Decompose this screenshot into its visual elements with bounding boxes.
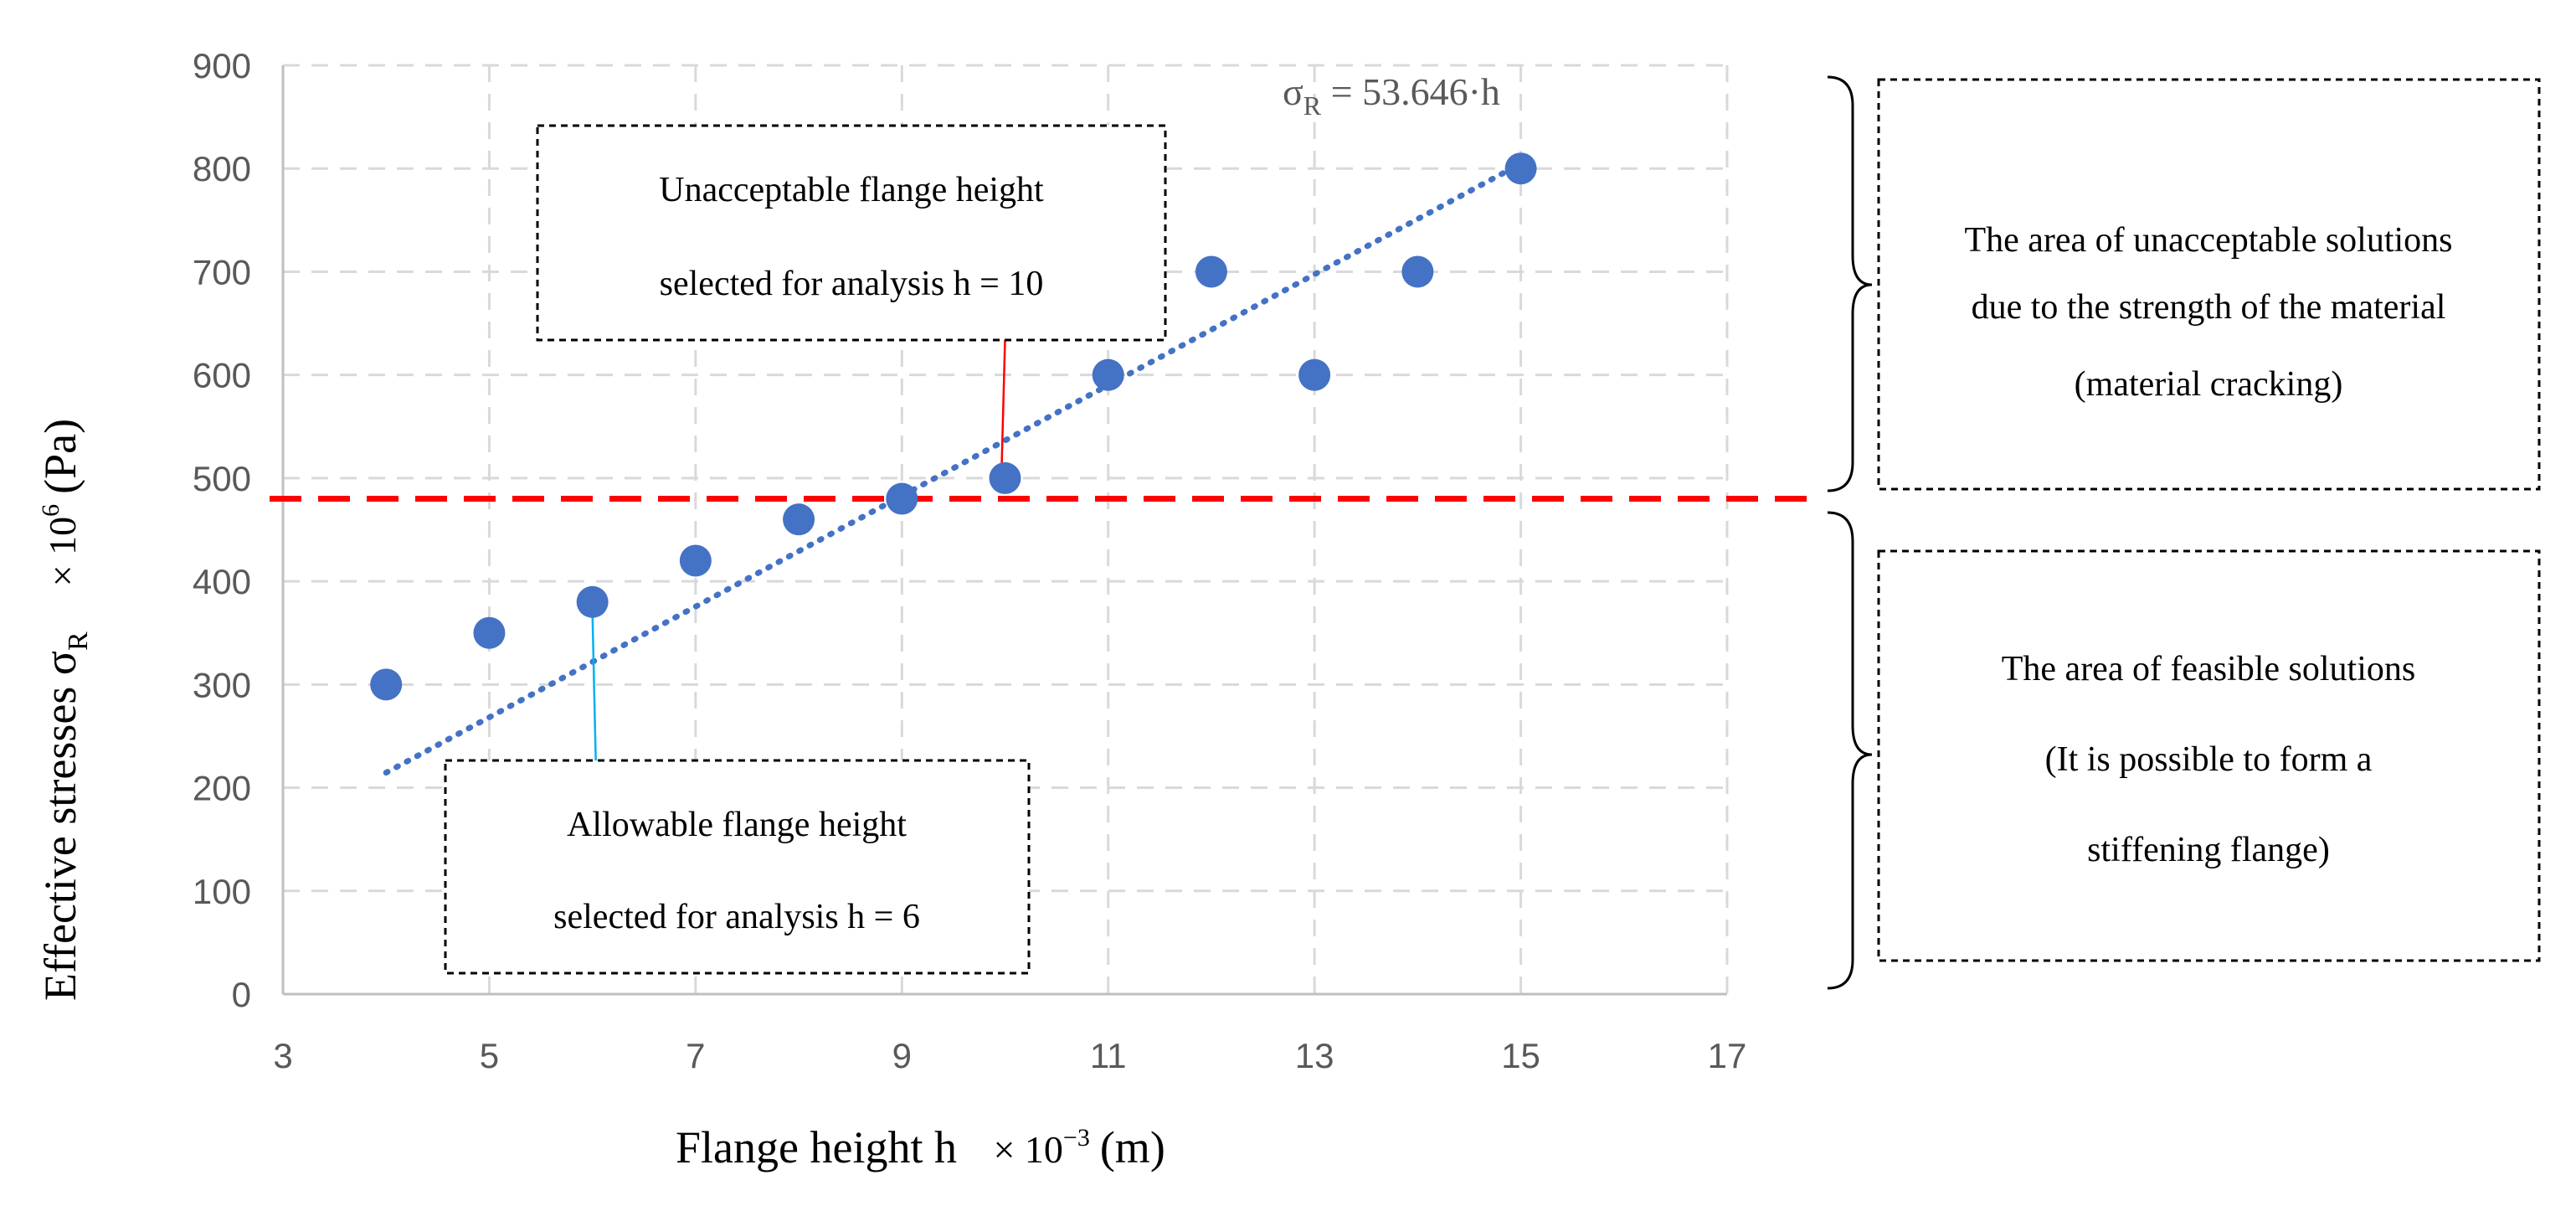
data-points [370, 152, 1537, 701]
data-point [1401, 255, 1434, 288]
data-point [1298, 358, 1331, 391]
data-point [1092, 358, 1124, 391]
data-point [370, 668, 403, 701]
data-point [989, 461, 1021, 494]
y-axis-label: Effective stresses σR × 106 (Pa) [35, 419, 94, 1001]
x-axis-title: Flange height h [676, 1122, 957, 1172]
unacceptable-area-box [1877, 78, 2541, 491]
allowable-pointer-line [591, 611, 597, 761]
y-tick-label: 800 [193, 149, 251, 188]
feasible-area-line1: The area of feasible solutions [2002, 650, 2415, 688]
unacceptable-area-line1: The area of unacceptable solutions [1964, 221, 2452, 260]
feasible-area-line3: stiffening flange) [2087, 831, 2330, 869]
unacceptable-area-line3: (material cracking) [2075, 365, 2343, 404]
data-point [1195, 255, 1227, 288]
y-tick-label: 300 [193, 665, 251, 704]
equation-symbol: σ [1283, 70, 1303, 113]
axes [281, 65, 1727, 996]
allowable-box [444, 759, 1031, 975]
y-tick-label: 600 [193, 356, 251, 395]
trendline-equation: σR = 53.646·h [1283, 70, 1500, 121]
x-tick-label: 11 [1090, 1036, 1127, 1075]
upper-brace [1827, 75, 1873, 492]
y-axis-subscript: R [63, 631, 94, 651]
trendline [383, 160, 1525, 776]
y-axis-title: Effective stresses σ [35, 651, 85, 1001]
y-tick-label: 400 [193, 562, 251, 601]
y-tick-label: 100 [193, 872, 251, 911]
data-point [679, 544, 712, 577]
x-tick-labels: 3 5 7 9 11 13 15 17 [273, 1036, 1746, 1075]
y-axis-unit-suffix: (Pa) [35, 419, 85, 494]
unacceptable-box-line1: Unacceptable flange height [659, 171, 1044, 209]
x-axis-unit-suffix: (m) [1100, 1122, 1165, 1172]
y-tick-label: 900 [193, 46, 251, 85]
data-point [783, 503, 815, 536]
unacceptable-pointer-line [1000, 339, 1006, 466]
y-tick-label: 0 [232, 975, 251, 1014]
feasible-area-line2: (It is possible to form a [2045, 740, 2373, 779]
equation-rest: = 53.646·h [1321, 70, 1500, 113]
allowable-box-line2: selected for analysis h = 6 [553, 898, 920, 936]
y-tick-label: 200 [193, 769, 251, 808]
x-tick-label: 17 [1708, 1036, 1747, 1075]
equation-subscript: R [1303, 90, 1322, 121]
data-point [576, 585, 609, 618]
x-tick-label: 15 [1501, 1036, 1540, 1075]
x-tick-label: 5 [480, 1036, 499, 1075]
x-tick-label: 13 [1295, 1036, 1334, 1075]
y-axis-unit-prefix: × 10 [41, 517, 84, 586]
unacceptable-box-line2: selected for analysis h = 10 [660, 265, 1044, 303]
y-tick-label: 500 [193, 459, 251, 498]
x-axis-unit-prefix: × 10 [993, 1128, 1062, 1171]
y-axis-unit-exp: 6 [37, 504, 64, 517]
data-point [473, 616, 506, 649]
x-tick-label: 3 [273, 1036, 292, 1075]
allowable-box-line1: Allowable flange height [567, 806, 907, 844]
feasible-area-box [1877, 549, 2541, 962]
x-tick-label: 7 [686, 1036, 705, 1075]
x-axis-unit-exp: −3 [1063, 1124, 1090, 1152]
y-tick-label: 700 [193, 252, 251, 291]
x-axis-label: Flange height h × 10−3 (m) [676, 1122, 1165, 1172]
lower-brace [1827, 511, 1873, 990]
data-point [1504, 152, 1537, 185]
x-tick-label: 9 [892, 1036, 912, 1075]
data-point [886, 482, 918, 515]
y-tick-labels: 0 100 200 300 400 500 600 700 800 900 [193, 46, 251, 1014]
unacceptable-box [536, 124, 1167, 342]
unacceptable-area-line2: due to the strength of the material [1972, 288, 2446, 327]
